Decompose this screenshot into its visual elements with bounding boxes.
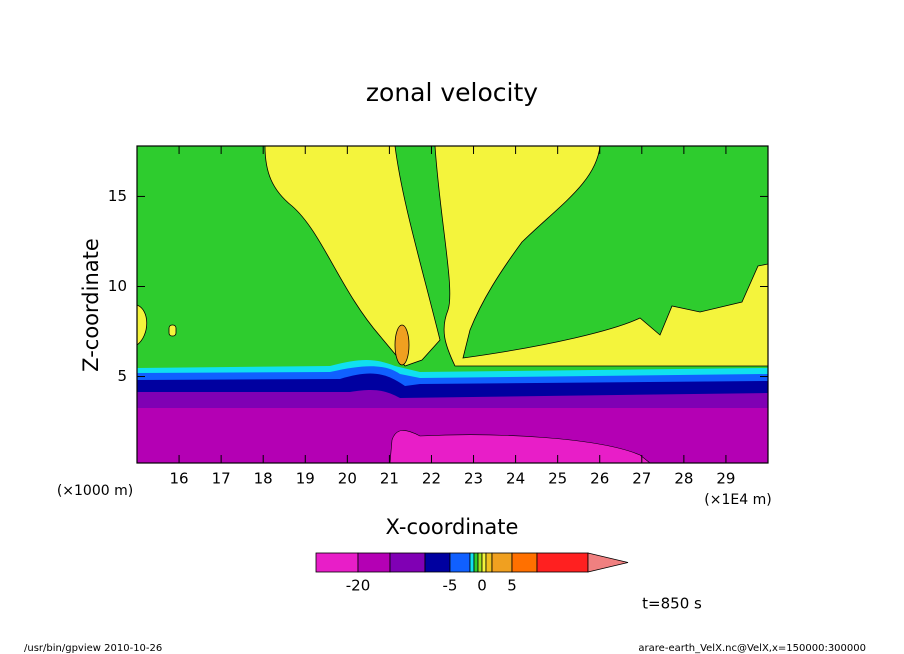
y-unit: (×1000 m) [57,483,133,499]
x-tick-label: 19 [296,470,315,488]
footer-left: /usr/bin/gpview 2010-10-26 [24,643,162,654]
footer-right: arare-earth_VelX.nc@VelX,x=150000:300000 [638,643,866,654]
x-tick-label: 23 [464,470,483,488]
x-tick-label: 20 [338,470,357,488]
x-tick-label: 28 [674,470,693,488]
time-label: t=850 s [642,595,702,613]
x-tick-label: 25 [548,470,567,488]
plot-frame [136,145,769,464]
chart-title: zonal velocity [366,78,538,107]
colorbar-label: 5 [507,577,517,595]
y-axis-title: Z-coordinate [79,238,103,372]
x-tick-label: 27 [632,470,651,488]
colorbar-label: 0 [477,577,487,595]
x-tick-label: 26 [590,470,609,488]
x-unit: (×1E4 m) [704,492,771,508]
x-axis-title: X-coordinate [386,515,519,539]
x-tick-label: 24 [506,470,525,488]
x-tick-label: 29 [716,470,735,488]
y-tick-label: 5 [117,367,127,385]
x-tick-label: 22 [422,470,441,488]
x-tick-label: 17 [212,470,231,488]
x-tick-label: 18 [254,470,273,488]
x-tick-label: 16 [170,470,189,488]
y-tick-label: 15 [108,187,127,205]
colorbar-label: -5 [443,577,458,595]
colorbar [315,552,629,573]
contour-field [137,146,768,463]
y-tick-label: 10 [108,277,127,295]
axes: 16 17 18 19 20 21 22 23 24 25 26 27 28 29 5 10 15 [108,146,768,488]
x-tick-label: 21 [380,470,399,488]
colorbar-label: -20 [346,577,371,595]
